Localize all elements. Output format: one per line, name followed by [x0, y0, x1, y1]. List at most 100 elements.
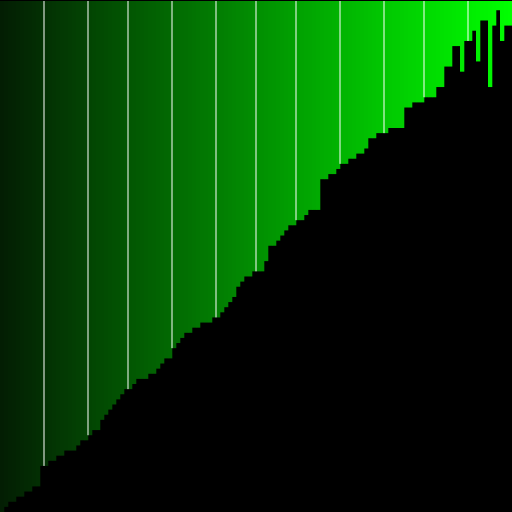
bar: [232, 0, 237, 297]
bar: [308, 0, 313, 210]
bar: [368, 0, 373, 139]
bar: [504, 0, 509, 26]
bar: [388, 0, 393, 128]
bar: [8, 0, 13, 502]
group-separator: [171, 0, 173, 349]
group-separator: [255, 0, 257, 272]
bar: [356, 0, 361, 154]
bar: [212, 0, 217, 318]
bar: [268, 0, 273, 246]
bar: [444, 0, 449, 67]
bar: [12, 0, 17, 502]
bar: [184, 0, 189, 333]
bar: [340, 0, 345, 164]
bar: [392, 0, 397, 128]
bar: [420, 0, 425, 103]
top-edge: [0, 0, 512, 1]
bar: [460, 0, 465, 72]
bar: [40, 0, 45, 466]
bar: [464, 0, 469, 41]
bar: [192, 0, 197, 328]
bar: [344, 0, 349, 164]
bar: [64, 0, 69, 451]
bar: [168, 0, 173, 359]
bar: [204, 0, 209, 323]
bar: [28, 0, 33, 492]
bar: [416, 0, 421, 103]
bar: [20, 0, 25, 497]
bar: [276, 0, 281, 241]
bar: [152, 0, 157, 374]
bar: [488, 0, 493, 88]
bar: [44, 0, 49, 466]
bar: [228, 0, 233, 303]
bar: [280, 0, 285, 236]
bar: [188, 0, 193, 333]
bar: [156, 0, 161, 369]
bar: [296, 0, 301, 221]
bar: [412, 0, 417, 103]
bar: [208, 0, 213, 323]
bar: [436, 0, 441, 88]
bar: [80, 0, 85, 441]
bar: [248, 0, 253, 277]
bar: [468, 0, 473, 41]
bar: [216, 0, 221, 318]
bar: [328, 0, 333, 175]
bar: [56, 0, 61, 456]
bar: [256, 0, 261, 272]
bar: [252, 0, 257, 272]
bar: [120, 0, 125, 395]
bar: [272, 0, 277, 246]
bar: [456, 0, 461, 47]
bar: [300, 0, 305, 221]
bar: [148, 0, 153, 374]
bar: [316, 0, 321, 210]
bar: [404, 0, 409, 108]
bar: [476, 0, 481, 62]
bar: [52, 0, 57, 461]
group-separator: [423, 0, 425, 98]
bar: [124, 0, 129, 390]
group-separator: [467, 0, 469, 41]
group-separator: [215, 0, 217, 318]
bar: [108, 0, 113, 410]
group-separator: [87, 0, 89, 436]
bar: [364, 0, 369, 149]
bar: [424, 0, 429, 98]
bar: [312, 0, 317, 210]
bar: [176, 0, 181, 344]
bar: [508, 0, 512, 26]
bar: [36, 0, 41, 487]
group-separator: [43, 0, 45, 466]
group-separator: [383, 0, 385, 134]
bar: [200, 0, 205, 323]
bar: [352, 0, 357, 159]
bar: [72, 0, 77, 451]
bar: [332, 0, 337, 175]
group-separator: [127, 0, 129, 390]
bar: [288, 0, 293, 226]
bar: [104, 0, 109, 415]
bar: [384, 0, 389, 134]
bar: [0, 0, 5, 512]
bar: [264, 0, 269, 262]
bar: [140, 0, 145, 379]
bar: [360, 0, 365, 154]
bar: [372, 0, 377, 139]
bar: [84, 0, 89, 441]
bar: [396, 0, 401, 128]
bar: [336, 0, 341, 169]
bar: [220, 0, 225, 313]
bar: [292, 0, 297, 226]
bar: [88, 0, 93, 436]
bar: [440, 0, 445, 88]
bar: [196, 0, 201, 328]
bar: [500, 0, 505, 41]
bar: [348, 0, 353, 159]
bar: [132, 0, 137, 384]
group-separator: [295, 0, 297, 221]
bar: [160, 0, 165, 364]
